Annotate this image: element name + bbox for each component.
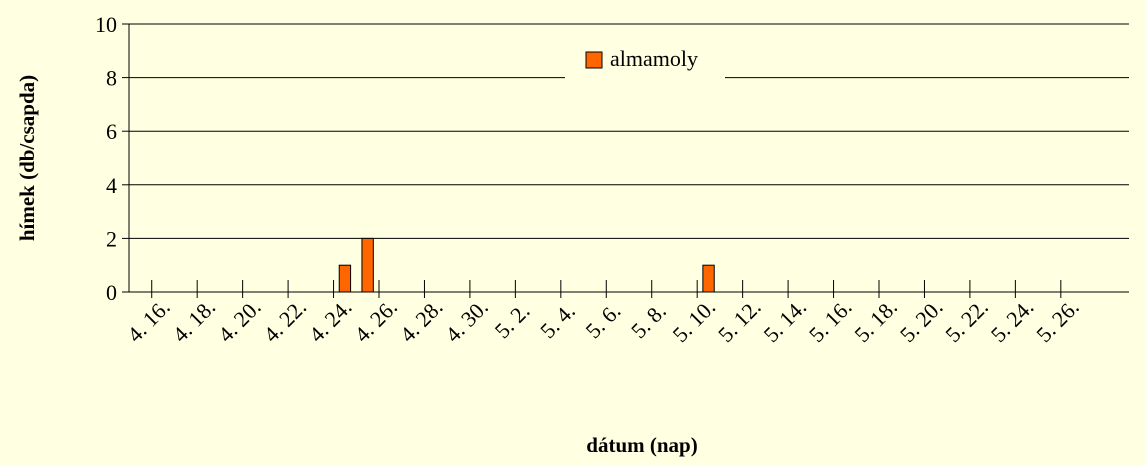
legend: almamoly [565,44,725,80]
bar-layer [338,237,715,293]
x-tick-label: 5. 24. [986,294,1039,347]
bar [338,264,352,293]
x-axis-title: dátum (nap) [586,433,697,457]
bar [702,264,715,293]
y-tick-label: 10 [95,12,117,37]
x-tick-label: 5. 20. [895,294,948,347]
y-tick-label: 4 [106,173,117,198]
y-tick-label: 6 [106,119,117,144]
x-tick-label: 5. 26. [1031,294,1084,347]
y-tick-label: 8 [106,66,117,91]
x-tick-label: 5. 16. [804,294,857,347]
x-tick-label: 4. 30. [440,294,493,347]
x-tick-label: 4. 28. [395,294,448,347]
x-tick-label: 4. 16. [122,294,175,347]
grid-layer [129,23,1129,239]
x-tick-label: 5. 10. [668,294,721,347]
x-tick-label: 5. 8. [626,298,671,343]
x-tick-label: 5. 6. [581,298,626,343]
y-axis-title: hímek (db/csapda) [15,75,39,241]
x-tick-label: 5. 18. [849,294,902,347]
x-tick-label: 4. 26. [349,294,402,347]
y-tick-label: 0 [106,280,117,305]
x-tick-label: 4. 24. [304,294,357,347]
legend-swatch [585,51,603,69]
y-tick-label: 2 [106,226,117,251]
x-tick-label: 5. 4. [535,298,580,343]
legend-label: almamoly [610,46,698,71]
x-tick-label: 4. 20. [213,294,266,347]
x-tick-label: 5. 12. [713,294,766,347]
x-tick-label: 5. 2. [490,298,535,343]
x-tick-label: 5. 14. [758,294,811,347]
x-tick-label: 4. 18. [168,294,221,347]
x-tick-label: 4. 22. [258,294,311,347]
bar [361,237,374,293]
x-tick-label: 5. 22. [940,294,993,347]
